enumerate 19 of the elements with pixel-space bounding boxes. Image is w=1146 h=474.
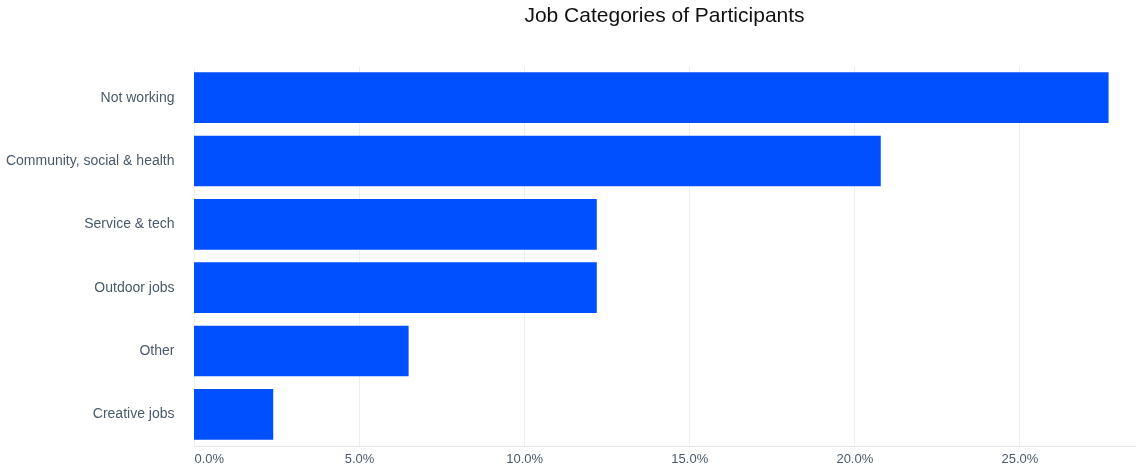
chart-title: Job Categories of Participants (524, 3, 805, 26)
bar (194, 389, 274, 440)
y-tick-label: Creative jobs (92, 405, 175, 422)
y-tick-label: Other (139, 342, 175, 358)
x-tick-label: 20.0% (836, 450, 874, 466)
bar (194, 199, 597, 250)
x-tick-label: 15.0% (671, 450, 709, 466)
x-tick-label: 0.0% (194, 450, 225, 466)
y-tick-label: Service & tech (84, 215, 175, 232)
x-tick-label: 25.0% (1001, 450, 1039, 466)
x-tick-label: 5.0% (344, 450, 375, 466)
bar (194, 135, 881, 187)
bar (194, 262, 597, 313)
y-tick-label: Not working (100, 88, 175, 105)
y-tick-label: Outdoor jobs (94, 278, 175, 295)
y-tick-label: Community, social & health (5, 152, 175, 168)
bar (194, 325, 409, 377)
x-tick-label: 10.0% (506, 450, 544, 466)
bar (194, 72, 1109, 123)
